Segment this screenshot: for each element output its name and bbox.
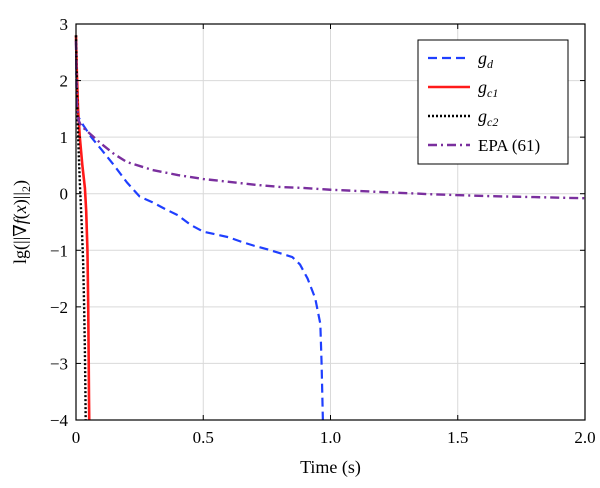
- y-axis-label: lg(||∇f(x)||2): [10, 180, 33, 264]
- legend-label: gc1: [478, 77, 498, 100]
- legend-label: EPA (61): [478, 136, 540, 155]
- x-tick-label: 0: [72, 428, 81, 447]
- y-tick-label: 3: [60, 15, 69, 34]
- y-tick-label: −4: [50, 411, 69, 430]
- y-tick-label: −2: [50, 298, 68, 317]
- legend-label: gc2: [478, 106, 498, 129]
- x-axis-label: Time (s): [300, 457, 361, 478]
- x-tick-label: 0.5: [193, 428, 214, 447]
- series-line-epa-61-: [74, 40, 586, 200]
- x-tick-label: 2.0: [574, 428, 595, 447]
- y-tick-label: −3: [50, 354, 68, 373]
- x-tick-label: 1.0: [320, 428, 341, 447]
- x-tick-label: 1.5: [447, 428, 468, 447]
- y-tick-label: 2: [60, 72, 69, 91]
- legend: gd gc1 gc2 EPA (61): [417, 39, 569, 165]
- series-line-g-d: [74, 40, 324, 421]
- series-layer: [74, 35, 586, 421]
- y-tick-label: 0: [60, 185, 69, 204]
- legend-box: [417, 39, 569, 165]
- y-tick-label: 1: [60, 128, 69, 147]
- tick-layer: 0 0.5 1.0 1.5 2.0 3 2 1 0 −1 −2 −3 −4: [50, 15, 596, 447]
- y-tick-label: −1: [50, 241, 68, 260]
- legend-label: gd: [478, 48, 494, 71]
